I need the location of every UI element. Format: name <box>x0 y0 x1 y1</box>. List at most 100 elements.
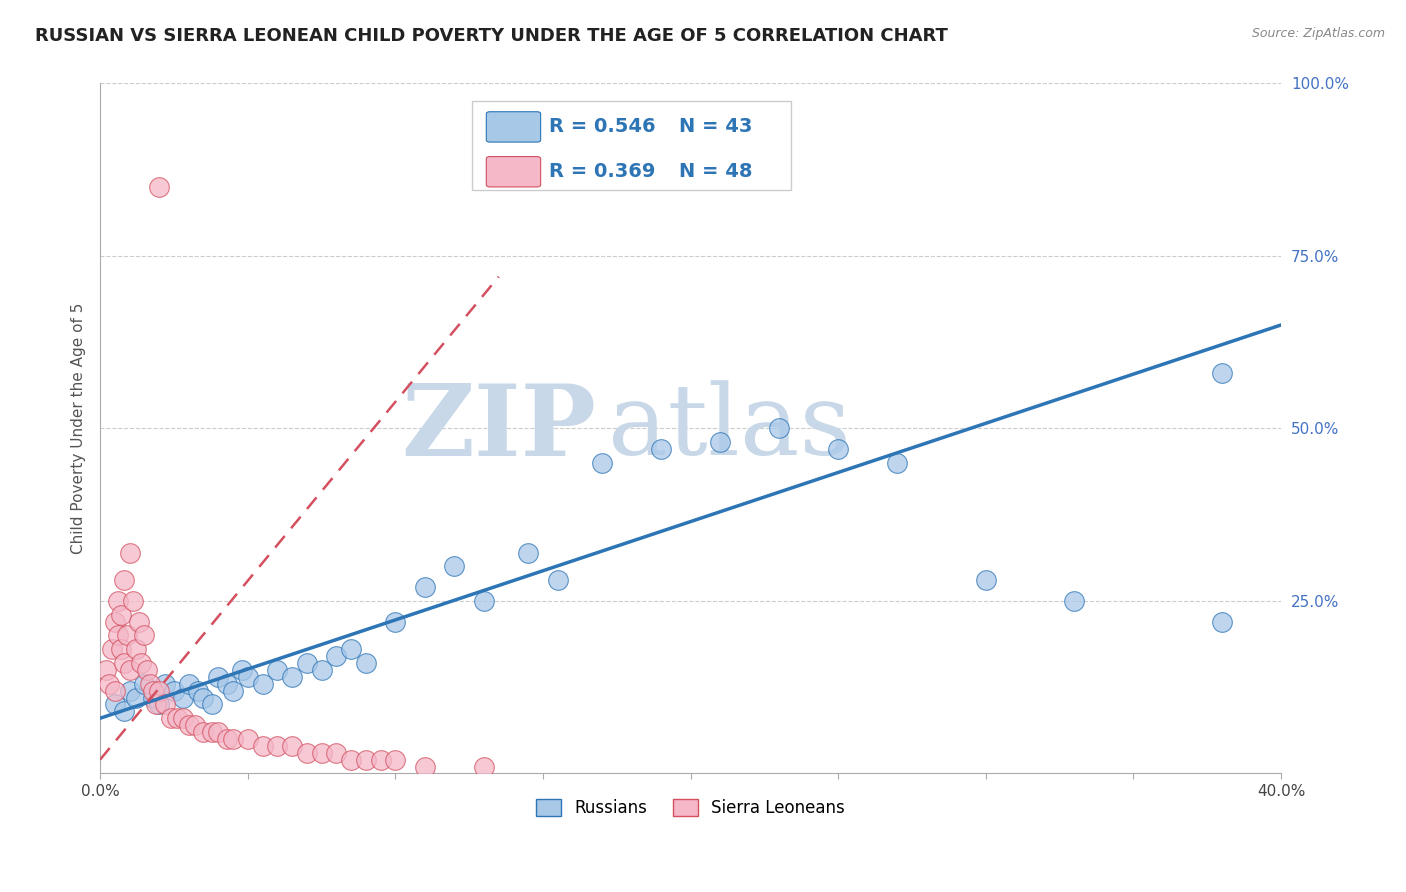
Text: R = 0.369: R = 0.369 <box>548 162 655 181</box>
Point <box>121 594 143 608</box>
Point <box>201 698 224 712</box>
Point <box>177 677 200 691</box>
Point <box>311 663 333 677</box>
Point <box>472 759 495 773</box>
Point <box>340 753 363 767</box>
Point <box>110 642 132 657</box>
Point <box>413 580 436 594</box>
Point <box>134 677 156 691</box>
FancyBboxPatch shape <box>472 101 792 190</box>
Point <box>145 698 167 712</box>
Point <box>384 753 406 767</box>
Point <box>104 615 127 629</box>
Point <box>112 704 135 718</box>
Point <box>517 546 540 560</box>
Point <box>650 442 672 457</box>
Point <box>187 683 209 698</box>
Point <box>193 690 215 705</box>
Point <box>118 683 141 698</box>
Point <box>281 670 304 684</box>
Point <box>98 677 121 691</box>
Point <box>142 690 165 705</box>
Point <box>886 456 908 470</box>
Point <box>236 670 259 684</box>
Y-axis label: Child Poverty Under the Age of 5: Child Poverty Under the Age of 5 <box>72 302 86 554</box>
FancyBboxPatch shape <box>486 112 541 142</box>
Point <box>354 656 377 670</box>
Point <box>163 683 186 698</box>
Point <box>94 663 117 677</box>
Point <box>172 711 194 725</box>
Point <box>115 628 138 642</box>
Point <box>266 663 288 677</box>
Point <box>370 753 392 767</box>
Point <box>128 615 150 629</box>
Text: ZIP: ZIP <box>401 380 596 477</box>
Point <box>325 649 347 664</box>
Point <box>131 656 153 670</box>
Point <box>281 739 304 753</box>
Text: R = 0.546: R = 0.546 <box>548 118 655 136</box>
Point <box>104 683 127 698</box>
Point <box>160 711 183 725</box>
Point <box>107 628 129 642</box>
Point <box>222 731 245 746</box>
Point <box>217 677 239 691</box>
Point <box>172 690 194 705</box>
Point <box>124 642 146 657</box>
Point <box>207 725 229 739</box>
Text: N = 48: N = 48 <box>679 162 752 181</box>
Point <box>1211 615 1233 629</box>
Point <box>153 677 176 691</box>
Point <box>118 663 141 677</box>
Point <box>136 663 159 677</box>
Point <box>112 573 135 587</box>
Point <box>217 731 239 746</box>
Point <box>142 683 165 698</box>
Point <box>311 746 333 760</box>
Point <box>201 725 224 739</box>
Text: N = 43: N = 43 <box>679 118 752 136</box>
Point <box>295 656 318 670</box>
Text: RUSSIAN VS SIERRA LEONEAN CHILD POVERTY UNDER THE AGE OF 5 CORRELATION CHART: RUSSIAN VS SIERRA LEONEAN CHILD POVERTY … <box>35 27 948 45</box>
Point <box>101 642 124 657</box>
Point <box>107 594 129 608</box>
Point <box>193 725 215 739</box>
Point <box>148 180 170 194</box>
Point <box>148 698 170 712</box>
Point <box>110 607 132 622</box>
Point <box>231 663 253 677</box>
Point <box>252 677 274 691</box>
Point <box>295 746 318 760</box>
Point <box>104 698 127 712</box>
Point <box>547 573 569 587</box>
Point <box>207 670 229 684</box>
Text: atlas: atlas <box>607 381 851 476</box>
Point <box>139 677 162 691</box>
Point <box>252 739 274 753</box>
Legend: Russians, Sierra Leoneans: Russians, Sierra Leoneans <box>530 792 852 823</box>
Point <box>974 573 997 587</box>
Point <box>1063 594 1085 608</box>
Point <box>384 615 406 629</box>
Point <box>112 656 135 670</box>
Point <box>768 421 790 435</box>
Point <box>266 739 288 753</box>
Point <box>222 683 245 698</box>
FancyBboxPatch shape <box>486 157 541 187</box>
Point <box>709 435 731 450</box>
Text: Source: ZipAtlas.com: Source: ZipAtlas.com <box>1251 27 1385 40</box>
Point <box>325 746 347 760</box>
Point <box>166 711 188 725</box>
Point <box>413 759 436 773</box>
Point <box>591 456 613 470</box>
Point <box>340 642 363 657</box>
Point <box>134 628 156 642</box>
Point <box>124 690 146 705</box>
Point <box>354 753 377 767</box>
Point <box>153 698 176 712</box>
Point <box>443 559 465 574</box>
Point <box>177 718 200 732</box>
Point <box>472 594 495 608</box>
Point <box>148 683 170 698</box>
